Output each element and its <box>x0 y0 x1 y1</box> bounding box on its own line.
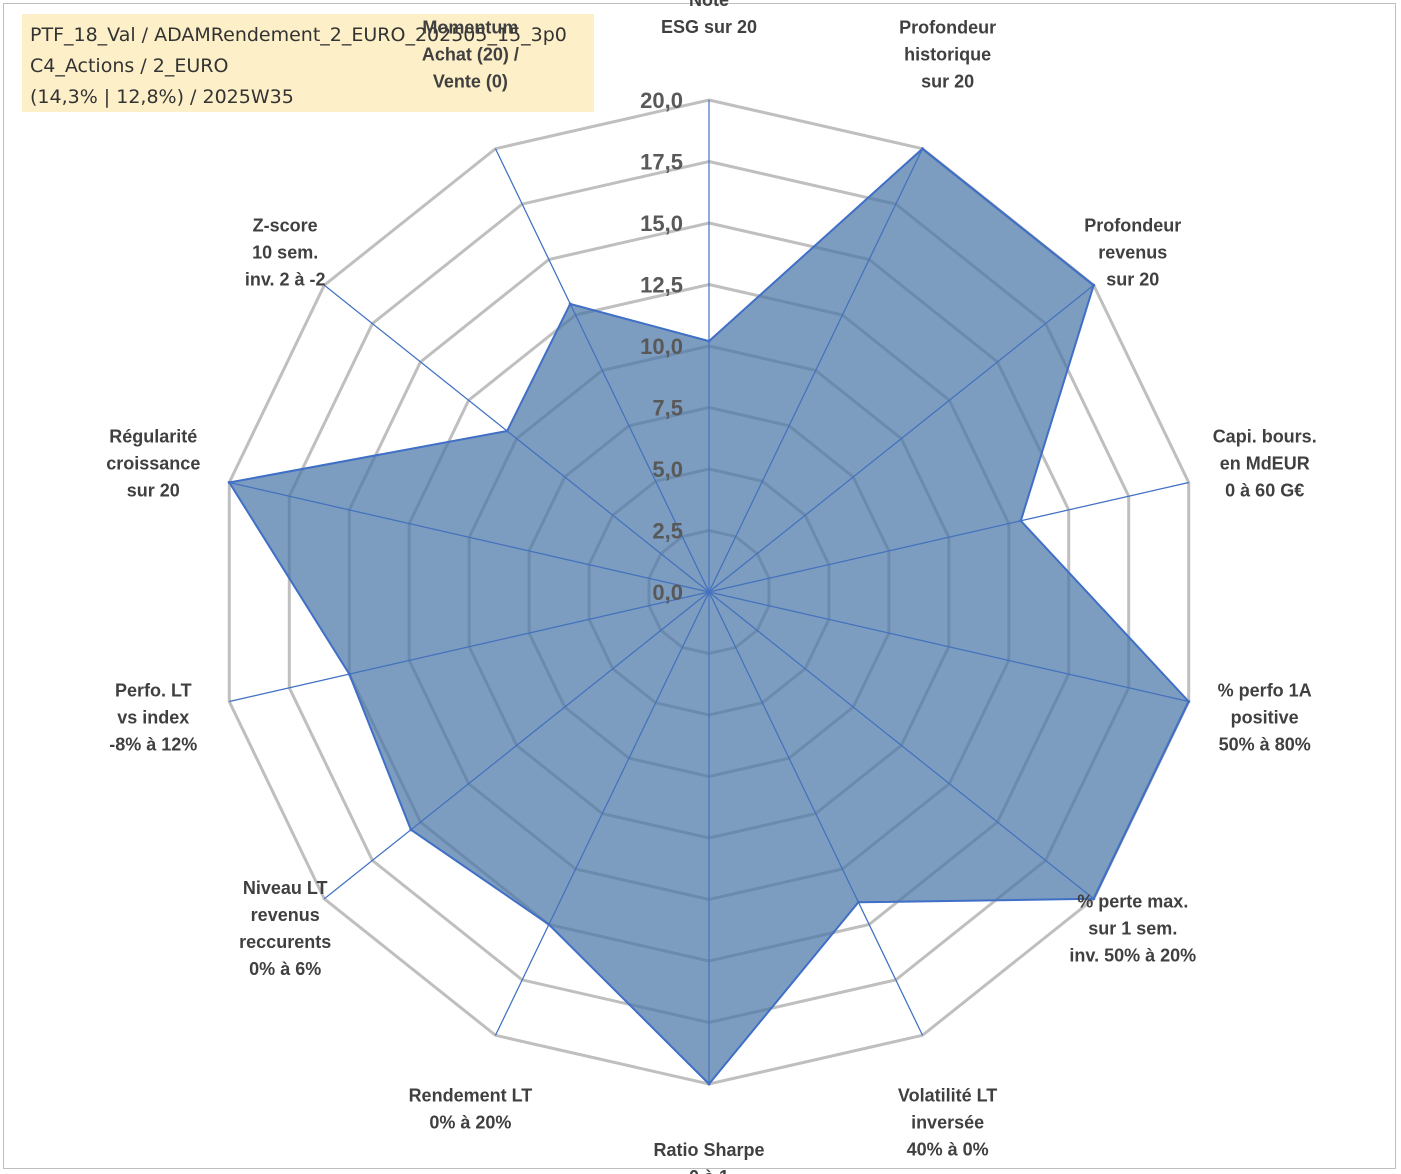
axis-label: historique <box>904 45 991 65</box>
axis-label: Z-score <box>253 216 318 236</box>
axis-label: Profondeur <box>1084 216 1181 236</box>
radar-axis-labels: Note ESG sur 20 Profondeur historique sur 20… <box>106 0 1316 1174</box>
axis-label: Régularité <box>109 427 197 447</box>
axis-label: Perfo. LT <box>115 680 192 700</box>
axis-label-group: Rendement LT 0% à 20% <box>409 1086 533 1133</box>
tick-label: 7,5 <box>652 396 683 421</box>
axis-spoke-overlay <box>708 591 1189 702</box>
data-point <box>707 339 711 343</box>
data-point <box>856 900 860 904</box>
axis-spoke-overlay <box>708 284 1095 593</box>
axis-spoke-overlay <box>323 284 710 593</box>
axis-label: % perte max. <box>1077 891 1188 911</box>
axis-label-group: Capi. bours. en MdEUR 0 à 60 G€ <box>1213 427 1317 501</box>
axis-label: 0 à 1 <box>689 1167 729 1174</box>
data-point <box>227 481 231 484</box>
axis-label: revenus <box>1098 243 1167 263</box>
axis-label-group: Volatilité LT inversée 40% à 0% <box>898 1086 997 1160</box>
data-point <box>921 147 924 151</box>
axis-label: -8% à 12% <box>109 734 197 754</box>
axis-label: 50% à 80% <box>1219 734 1311 754</box>
data-point <box>505 429 509 433</box>
axis-label: 0% à 20% <box>429 1113 511 1133</box>
tick-label: 15,0 <box>640 211 683 236</box>
axis-label: 40% à 0% <box>907 1140 989 1160</box>
axis-label: inv. 50% à 20% <box>1069 945 1196 965</box>
data-point <box>1187 700 1191 703</box>
axis-label: sur 20 <box>1106 270 1159 290</box>
axis-spoke-overlay <box>495 148 710 593</box>
axis-label: ESG sur 20 <box>661 17 757 37</box>
axis-label: reccurents <box>239 932 331 952</box>
axis-label: Achat (20) / <box>422 45 519 65</box>
axis-label: Rendement LT <box>409 1086 533 1106</box>
axis-label: 0 à 60 G€ <box>1225 481 1304 501</box>
portfolio-category: C4_Actions / 2_EURO <box>30 55 229 77</box>
data-point <box>707 1082 711 1086</box>
axis-label-group: Z-score 10 sem. inv. 2 à -2 <box>245 216 326 290</box>
axis-label-group: Perfo. LT vs index -8% à 12% <box>109 680 197 754</box>
axis-label: Ratio Sharpe <box>653 1140 764 1160</box>
axis-label: % perfo 1A <box>1218 680 1312 700</box>
axis-label: Volatilité LT <box>898 1086 997 1106</box>
axis-spoke-overlay <box>229 591 710 702</box>
portfolio-name: PTF_18_Val / ADAMRendement_2_EURO_202505… <box>30 24 567 46</box>
tick-label: 5,0 <box>652 457 683 482</box>
axis-label: revenus <box>251 905 320 925</box>
data-point <box>1092 283 1096 287</box>
axis-label: 0% à 6% <box>249 959 321 979</box>
data-point <box>568 302 572 306</box>
data-point <box>347 672 351 676</box>
axis-label: croissance <box>106 454 200 474</box>
axis-label: sur 20 <box>127 481 180 501</box>
radar-series <box>227 100 1191 1086</box>
axis-label: inv. 2 à -2 <box>245 270 326 290</box>
axis-spoke-overlay <box>495 591 710 1036</box>
axis-label: Momentum <box>422 18 518 38</box>
tick-label: 12,5 <box>640 273 683 298</box>
tick-label: 2,5 <box>652 519 683 544</box>
axis-label: Capi. bours. <box>1213 427 1317 447</box>
data-point <box>409 828 413 832</box>
axis-label-group: Note ESG sur 20 <box>661 0 757 37</box>
portfolio-info-box: PTF_18_Val / ADAMRendement_2_EURO_202505… <box>22 14 594 112</box>
axis-label: vs index <box>117 707 189 727</box>
tick-label: 20,0 <box>640 88 683 113</box>
axis-spoke-overlay <box>708 591 923 1036</box>
axis-spoke-overlay <box>229 482 710 593</box>
axis-label: Note <box>689 0 729 10</box>
tick-label: 10,0 <box>640 334 683 359</box>
axis-label: Vente (0) <box>433 72 508 92</box>
axis-spoke-overlay <box>323 591 710 900</box>
data-point <box>1092 897 1096 901</box>
axis-label-group: Ratio Sharpe 0 à 1 <box>653 1140 764 1174</box>
axis-label: 10 sem. <box>252 243 318 263</box>
axis-spoke-overlay <box>708 148 923 593</box>
data-point <box>547 923 551 926</box>
chart-frame <box>3 3 1396 1169</box>
axis-label: en MdEUR <box>1220 454 1310 474</box>
axis-label-group: Profondeur historique sur 20 <box>899 18 996 92</box>
axis-label: inversée <box>911 1113 984 1133</box>
axis-label: sur 1 sem. <box>1088 918 1177 938</box>
data-point <box>1019 519 1023 523</box>
axis-spoke-overlay <box>708 591 1095 900</box>
axis-label: Profondeur <box>899 18 996 38</box>
portfolio-stats: (14,3% | 12,8%) / 2025W35 <box>30 86 294 108</box>
tick-label: 0,0 <box>652 580 683 605</box>
axis-label: sur 20 <box>921 72 974 92</box>
axis-label-group: Niveau LT revenus reccurents 0% à 6% <box>239 878 331 979</box>
tick-label: 17,5 <box>640 150 683 175</box>
axis-label-group: Régularité croissance sur 20 <box>106 427 200 501</box>
axis-label: positive <box>1231 707 1299 727</box>
axis-label-group: Profondeur revenus sur 20 <box>1084 216 1181 290</box>
axis-label-group: % perte max. sur 1 sem. inv. 50% à 20% <box>1069 891 1196 965</box>
axis-label: Niveau LT <box>243 878 328 898</box>
axis-label-group: % perfo 1A positive 50% à 80% <box>1218 680 1312 754</box>
radar-tick-labels: 0,0 2,5 5,0 7,5 10,0 12,5 15,0 17,5 20,0 <box>640 88 683 605</box>
axis-spoke-overlay <box>708 482 1189 593</box>
axis-label-group: Momentum Achat (20) / Vente (0) <box>422 18 519 92</box>
